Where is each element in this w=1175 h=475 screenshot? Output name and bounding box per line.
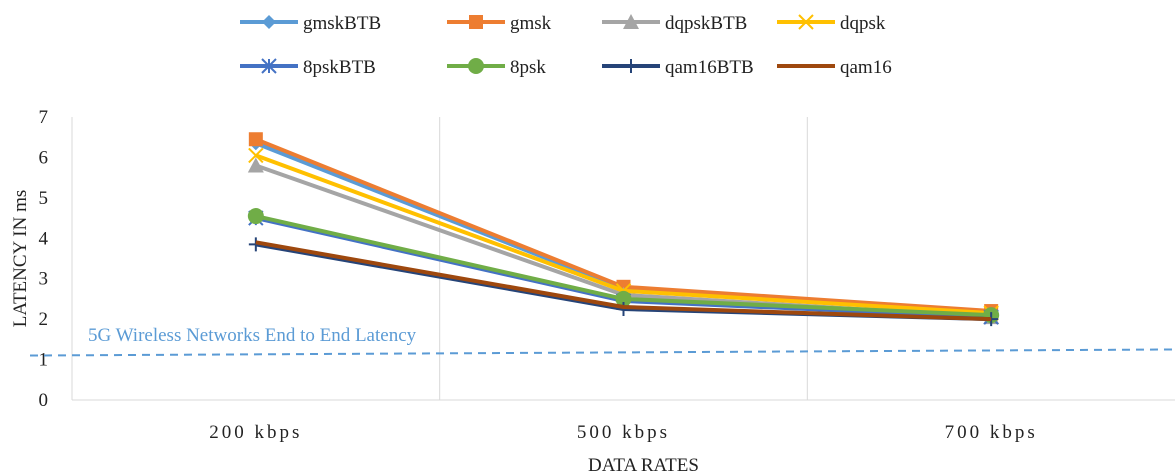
series-qam16: [255, 240, 992, 322]
legend-item-8pskbtb: 8pskBTB: [240, 57, 376, 78]
data-point-dqpsk: [248, 147, 264, 164]
legend-label: qam16: [840, 57, 892, 78]
legend-marker: [798, 14, 814, 30]
legend-marker: [262, 15, 276, 29]
y-axis-title: LATENCY IN ms: [10, 190, 31, 328]
data-point-dqpskbtb: [247, 157, 264, 173]
legend-item-dqpsk: dqpsk: [777, 13, 886, 34]
legend: gmskBTB gmsk dqpskBTB dqpsk 8pskBTB 8psk qam16…: [240, 13, 892, 78]
y-tick-label: 0: [39, 390, 49, 411]
legend-label: 8pskBTB: [303, 57, 376, 78]
series-lines: [247, 132, 1000, 327]
y-tick-label: 7: [39, 107, 49, 128]
x-category-label: 700 kbps: [945, 422, 1038, 443]
x-category-label: 500 kbps: [577, 422, 670, 443]
legend-label: gmsk: [510, 13, 552, 34]
data-point-8psk: [247, 208, 264, 225]
y-tick-label: 3: [39, 269, 49, 290]
x-axis-title: DATA RATES: [588, 455, 699, 475]
legend-item-gmsk: gmsk: [447, 13, 552, 34]
latency-target-annotation: 5G Wireless Networks End to End Latency: [29, 325, 1175, 357]
y-tick-label: 4: [39, 228, 49, 249]
x-category-labels: 200 kbps 500 kbps 700 kbps: [209, 422, 1038, 443]
legend-label: qam16BTB: [665, 57, 754, 78]
data-point-gmsk: [248, 132, 263, 147]
y-tick-labels: 0 1 2 3 4 5 6 7: [39, 107, 49, 411]
legend-item-gmskbtb: gmskBTB: [240, 13, 381, 34]
legend-item-8psk: 8psk: [447, 57, 546, 78]
data-point-8psk: [615, 290, 632, 307]
legend-marker: [469, 15, 483, 29]
legend-marker: [261, 58, 277, 74]
legend-item-qam16btb: qam16BTB: [602, 57, 754, 78]
legend-item-qam16: qam16: [777, 57, 892, 78]
axes: [71, 117, 1175, 401]
series-line-dqpsk: [255, 153, 992, 316]
legend-marker: [623, 14, 639, 29]
y-tick-label: 5: [39, 188, 49, 209]
latency-target-line: [29, 348, 1175, 357]
y-tick-label: 2: [39, 309, 49, 330]
legend-item-dqpskbtb: dqpskBTB: [602, 13, 747, 34]
legend-marker: [624, 59, 638, 73]
gridlines: [439, 117, 808, 400]
x-category-label: 200 kbps: [209, 422, 302, 443]
series-line-qam16: [255, 240, 992, 322]
legend-label: 8psk: [510, 57, 546, 78]
legend-label: dqpskBTB: [665, 13, 747, 34]
latency-target-label: 5G Wireless Networks End to End Latency: [88, 325, 417, 346]
legend-marker: [468, 58, 484, 74]
y-tick-label: 6: [39, 147, 49, 168]
legend-label: dqpsk: [840, 13, 886, 34]
y-tick-label: 1: [39, 350, 49, 371]
legend-label: gmskBTB: [303, 13, 381, 34]
